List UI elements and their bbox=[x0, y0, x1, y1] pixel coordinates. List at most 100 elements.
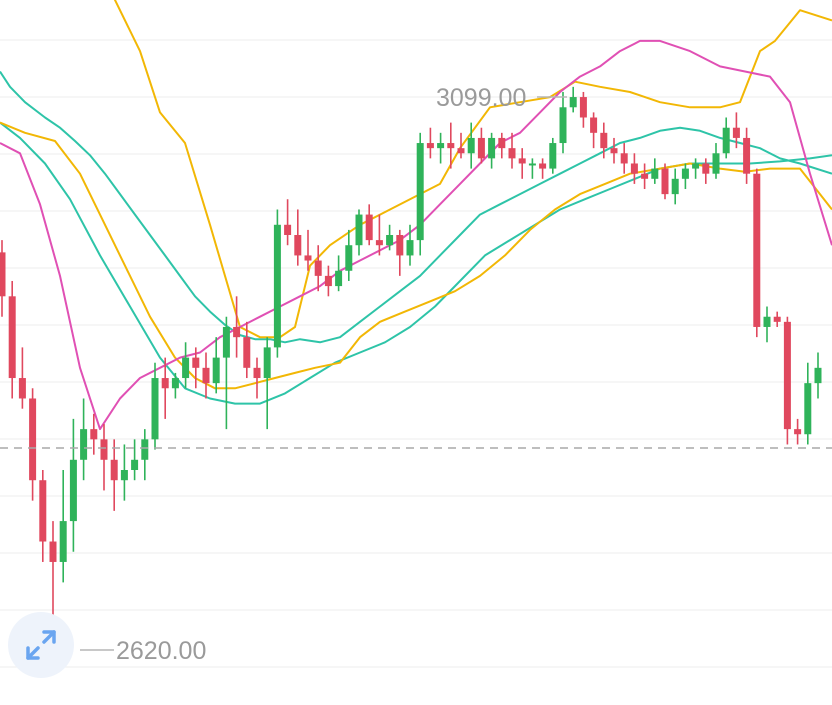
high-price-label: 3099.00 bbox=[436, 84, 526, 112]
candle-body-down bbox=[743, 137, 751, 174]
candle-body-down bbox=[253, 367, 261, 379]
candle-body-up bbox=[559, 107, 567, 144]
candle bbox=[131, 439, 139, 481]
candle-body-up bbox=[651, 168, 659, 179]
high-annotation: 3099.00 bbox=[436, 84, 567, 112]
candle-body-down bbox=[202, 367, 210, 384]
candle-body-down bbox=[590, 117, 598, 133]
candle-body-up bbox=[345, 245, 353, 271]
candle bbox=[528, 158, 536, 179]
candle-body-down bbox=[753, 173, 761, 327]
candle-body-up bbox=[528, 163, 536, 166]
candle-body-down bbox=[0, 252, 6, 297]
candle-body-down bbox=[29, 398, 37, 481]
candle bbox=[314, 245, 322, 292]
candle-body-down bbox=[457, 148, 465, 154]
candle bbox=[304, 229, 312, 271]
candle-body-down bbox=[447, 143, 455, 149]
candle-body-up bbox=[222, 326, 230, 358]
candle-body-down bbox=[18, 378, 26, 399]
candle bbox=[804, 362, 812, 445]
candle-body-up bbox=[763, 316, 771, 327]
grid-lines bbox=[0, 39, 832, 668]
candle bbox=[29, 388, 37, 501]
candle-body-up bbox=[151, 378, 159, 440]
candle-body-down bbox=[783, 321, 791, 430]
candle-body-down bbox=[49, 541, 57, 562]
candle-body-up bbox=[467, 137, 475, 154]
candle-body-down bbox=[794, 429, 802, 435]
candle bbox=[171, 372, 179, 399]
candle bbox=[518, 148, 526, 179]
candle-body-down bbox=[8, 296, 16, 379]
candle-body-up bbox=[171, 378, 179, 389]
candle bbox=[396, 229, 404, 276]
candle-body-down bbox=[192, 357, 200, 368]
candle-body-down bbox=[426, 143, 434, 149]
candle-body-down bbox=[161, 378, 169, 389]
candle-body-down bbox=[477, 137, 485, 159]
bollinger-upper-line-2 bbox=[113, 0, 832, 339]
candle bbox=[783, 316, 791, 445]
low-annotation: 2620.00 bbox=[80, 637, 206, 665]
candle-body-down bbox=[732, 127, 740, 138]
candle-body-down bbox=[100, 439, 108, 460]
candle-body-up bbox=[692, 163, 700, 169]
candle bbox=[722, 117, 730, 159]
candle-body-down bbox=[365, 214, 373, 241]
candle-body-up bbox=[416, 143, 424, 241]
candle bbox=[457, 132, 465, 159]
candle bbox=[477, 127, 485, 164]
candle-body-down bbox=[304, 255, 312, 261]
candle bbox=[692, 158, 700, 179]
candle-body-up bbox=[549, 143, 557, 169]
candle-body-up bbox=[671, 178, 679, 195]
candle-body-down bbox=[294, 235, 302, 256]
candle bbox=[753, 168, 761, 338]
candle-body-up bbox=[273, 224, 281, 348]
candle-body-down bbox=[396, 235, 404, 256]
candle bbox=[814, 352, 822, 399]
candle bbox=[610, 137, 618, 164]
candle-body-up bbox=[141, 439, 149, 460]
candle-body-down bbox=[375, 240, 383, 246]
expand-button[interactable] bbox=[8, 612, 74, 678]
candle bbox=[18, 347, 26, 409]
candle bbox=[488, 132, 496, 169]
candle bbox=[681, 163, 689, 190]
candle bbox=[712, 143, 720, 179]
candle bbox=[620, 143, 628, 174]
candle bbox=[498, 132, 506, 159]
candle-body-down bbox=[90, 429, 98, 440]
candle bbox=[732, 112, 740, 149]
candle-body-down bbox=[661, 168, 669, 195]
candle-body-up bbox=[355, 214, 363, 246]
candle bbox=[161, 357, 169, 419]
candle bbox=[437, 132, 445, 164]
candle-body-up bbox=[406, 240, 414, 256]
candle-body-down bbox=[579, 97, 587, 118]
candle bbox=[539, 158, 547, 179]
candle-body-down bbox=[314, 260, 322, 276]
candle-body-up bbox=[212, 357, 220, 384]
candle bbox=[743, 127, 751, 184]
candle bbox=[416, 132, 424, 256]
candle bbox=[8, 280, 16, 399]
candle bbox=[773, 311, 781, 327]
candle bbox=[120, 444, 128, 501]
candle bbox=[426, 127, 434, 159]
candle-body-up bbox=[80, 429, 88, 460]
candle-body-up bbox=[804, 383, 812, 435]
candle bbox=[345, 229, 353, 281]
candles bbox=[0, 86, 822, 644]
low-price-label: 2620.00 bbox=[116, 637, 206, 665]
candle bbox=[90, 413, 98, 455]
bollinger-lower-line-4 bbox=[0, 39, 832, 431]
candle bbox=[467, 122, 475, 169]
candle bbox=[569, 86, 577, 113]
candle bbox=[375, 214, 383, 256]
candle bbox=[253, 357, 261, 399]
bollinger-middle-line-3 bbox=[0, 121, 832, 390]
candle-body-down bbox=[630, 163, 638, 174]
